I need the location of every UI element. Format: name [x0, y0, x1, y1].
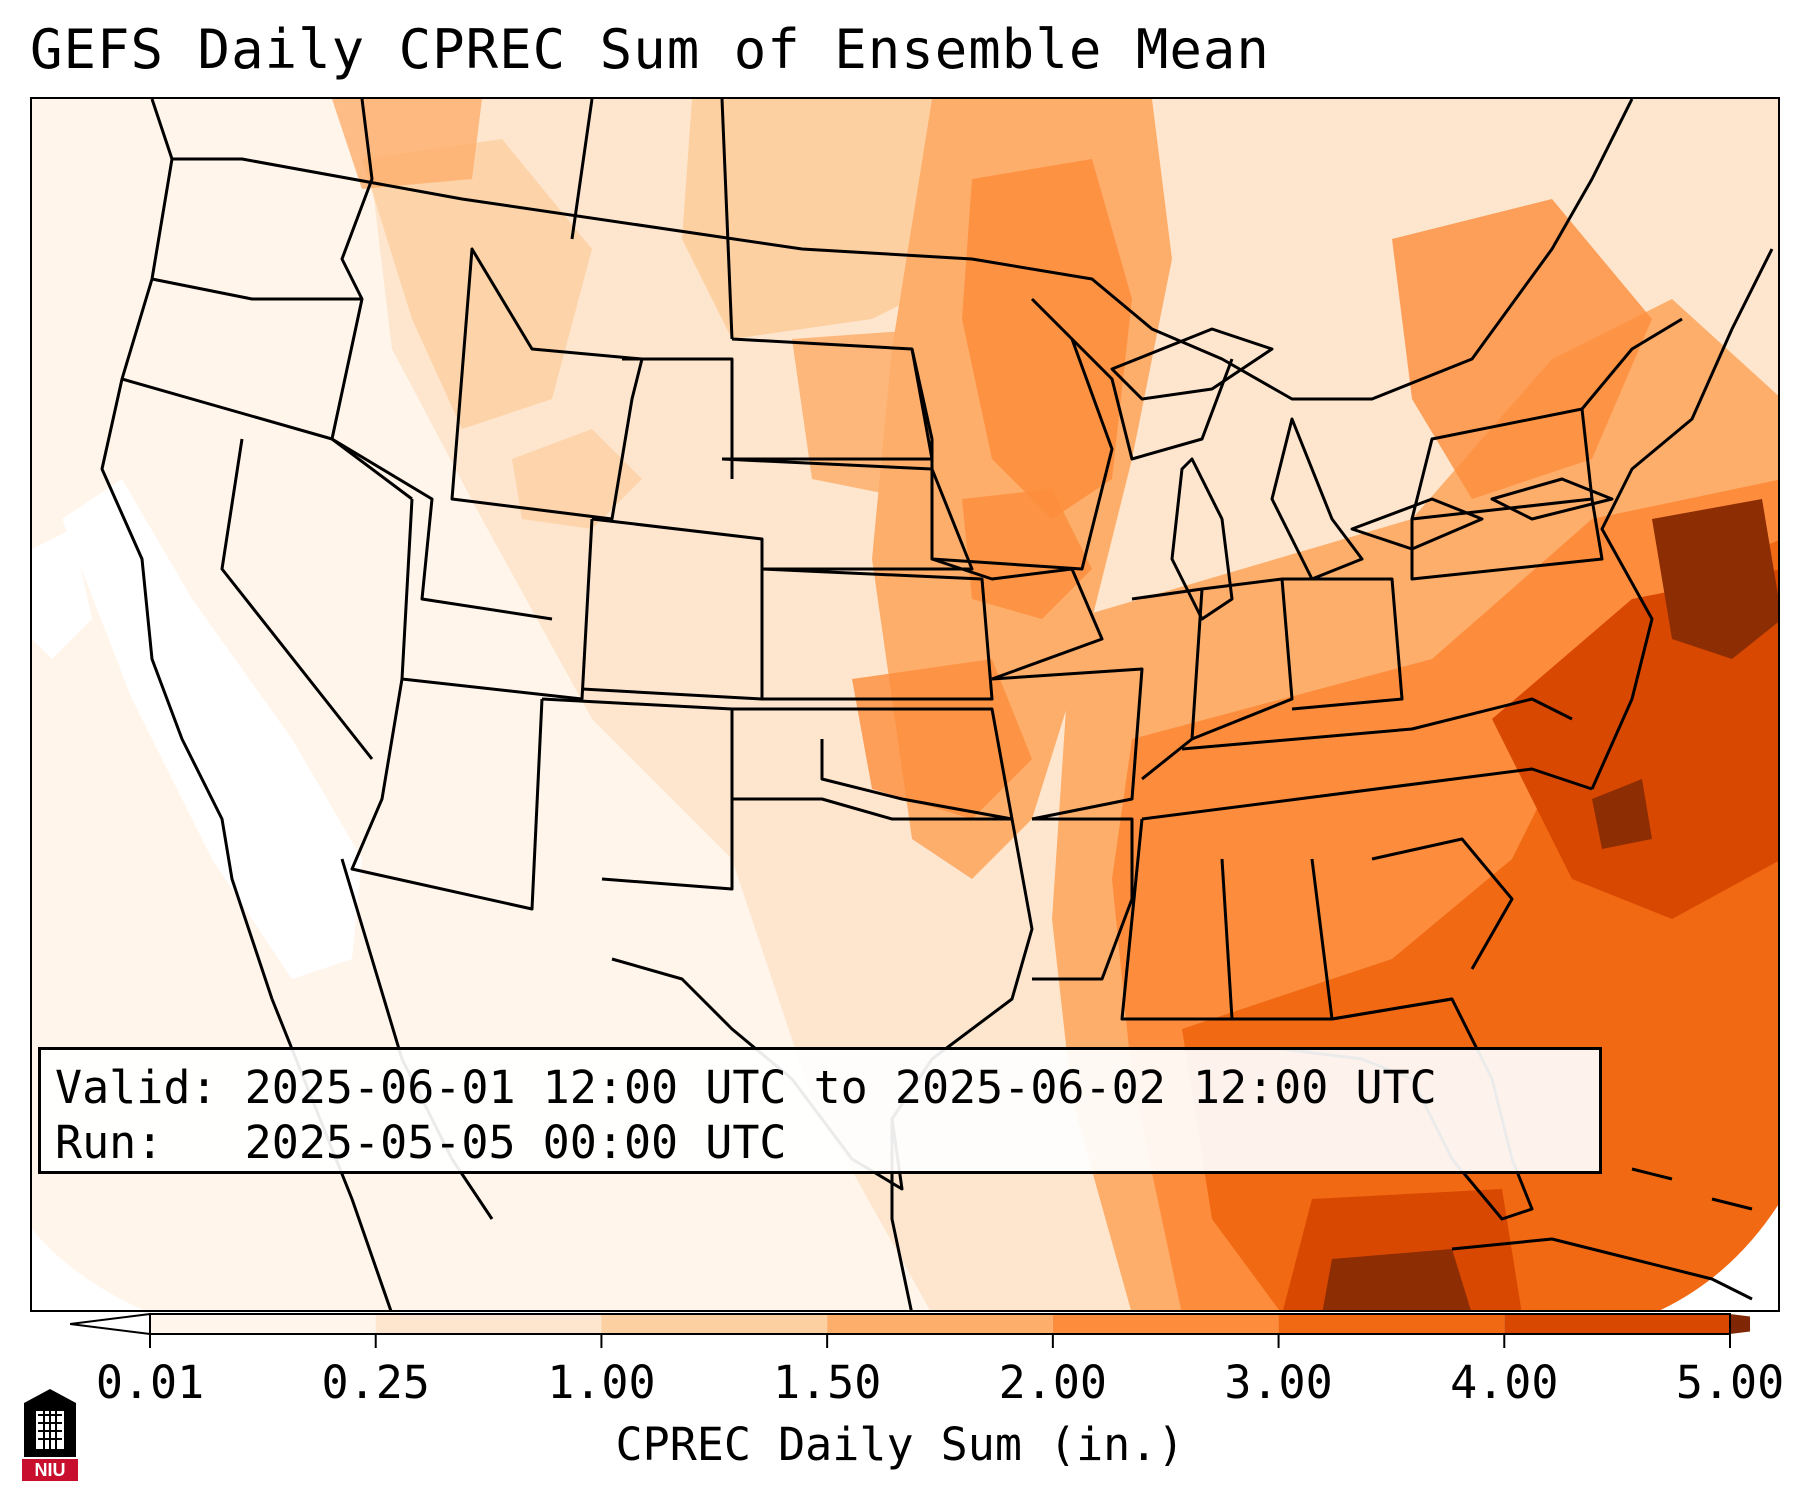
- map-title: GEFS Daily CPREC Sum of Ensemble Mean: [30, 18, 1270, 81]
- colorbar-tick-label: 0.25: [321, 1356, 430, 1409]
- colorbar-tick-label: 2.00: [998, 1356, 1108, 1409]
- colorbar-tick-label: 3.00: [1224, 1356, 1333, 1409]
- colorbar-segment: [827, 1314, 1053, 1334]
- run-label: Run:: [55, 1116, 164, 1169]
- colorbar-tick-label: 1.00: [547, 1356, 656, 1409]
- colorbar-tick-label: 5.00: [1675, 1356, 1785, 1409]
- colorbar-tick-label: 0.01: [95, 1356, 205, 1409]
- precip-field: [32, 99, 1778, 1310]
- colorbar-segment: [375, 1314, 602, 1334]
- colorbar-tick-label: 4.00: [1450, 1356, 1559, 1409]
- valid-time: 2025-06-01 12:00 UTC to 2025-06-02 12:00…: [244, 1061, 1437, 1114]
- colorbar-outline: [149, 1313, 1731, 1335]
- colorbar-segment: [1504, 1314, 1730, 1334]
- colorbar-segments: [70, 1312, 1750, 1336]
- valid-label: Valid:: [55, 1061, 218, 1114]
- colorbar-over-arrow: [1730, 1314, 1750, 1334]
- colorbar-label: CPREC Daily Sum (in.): [615, 1418, 1185, 1471]
- colorbar-under-arrow: [70, 1312, 151, 1336]
- run-time: 2025-05-05 00:00 UTC: [244, 1116, 787, 1169]
- colorbar-segment: [601, 1314, 828, 1334]
- colorbar-segment: [1278, 1314, 1505, 1334]
- colorbar-segment: [150, 1314, 376, 1334]
- colorbar-tick-label: 1.50: [772, 1356, 882, 1409]
- colorbar: [70, 1312, 1750, 1348]
- niu-logo: NIU: [22, 1389, 78, 1481]
- colorbar-segment: [1052, 1314, 1279, 1334]
- valid-run-info-box: Valid: 2025-06-01 12:00 UTC to 2025-06-0…: [38, 1047, 1602, 1174]
- niu-logo-text: NIU: [35, 1460, 66, 1480]
- niu-logo-banner: [22, 1459, 78, 1481]
- colorbar-ticks: [149, 1334, 1731, 1348]
